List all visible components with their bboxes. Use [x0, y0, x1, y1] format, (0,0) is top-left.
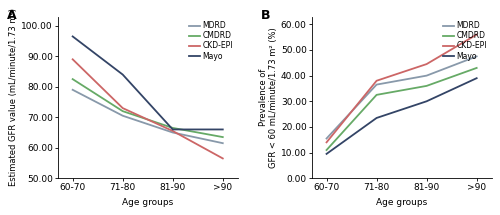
Mayo: [424, 100, 430, 103]
Line: CMDRD: CMDRD: [326, 68, 476, 150]
Legend: MDRD, CMDRD, CKD-EPI, Mayo: MDRD, CMDRD, CKD-EPI, Mayo: [188, 20, 234, 61]
Line: CKD-EPI: CKD-EPI: [72, 59, 223, 158]
Text: B: B: [261, 9, 270, 22]
X-axis label: Age groups: Age groups: [376, 198, 427, 207]
Line: MDRD: MDRD: [72, 90, 223, 143]
CKD-EPI: [220, 157, 226, 160]
CMDRD: [170, 127, 175, 129]
Mayo: [70, 35, 75, 38]
CKD-EPI: [324, 141, 330, 144]
X-axis label: Age groups: Age groups: [122, 198, 174, 207]
CMDRD: [374, 94, 380, 96]
CKD-EPI: [170, 130, 175, 132]
Y-axis label: Prevalence of
GFR < 60 mL/minute/1.73 m² (%): Prevalence of GFR < 60 mL/minute/1.73 m²…: [258, 27, 278, 168]
MDRD: [120, 114, 126, 117]
Line: CMDRD: CMDRD: [72, 79, 223, 137]
CMDRD: [70, 78, 75, 80]
Line: MDRD: MDRD: [326, 56, 476, 138]
CMDRD: [424, 84, 430, 87]
Legend: MDRD, CMDRD, CKD-EPI, Mayo: MDRD, CMDRD, CKD-EPI, Mayo: [442, 20, 488, 61]
CKD-EPI: [70, 58, 75, 61]
Mayo: [120, 73, 126, 76]
Mayo: [170, 128, 175, 131]
MDRD: [424, 74, 430, 77]
CKD-EPI: [374, 80, 380, 82]
Line: Mayo: Mayo: [72, 36, 223, 129]
Y-axis label: Estimated GFR value (mL/minute/1.73 m²): Estimated GFR value (mL/minute/1.73 m²): [10, 8, 18, 186]
CMDRD: [120, 110, 126, 112]
MDRD: [474, 55, 480, 58]
Mayo: [374, 117, 380, 119]
Mayo: [220, 128, 226, 131]
CMDRD: [324, 149, 330, 151]
Text: A: A: [7, 9, 17, 22]
Line: CKD-EPI: CKD-EPI: [326, 35, 476, 142]
CMDRD: [220, 136, 226, 138]
MDRD: [220, 142, 226, 144]
MDRD: [324, 137, 330, 140]
MDRD: [70, 89, 75, 91]
Line: Mayo: Mayo: [326, 78, 476, 154]
Mayo: [324, 153, 330, 155]
CMDRD: [474, 67, 480, 69]
CKD-EPI: [474, 33, 480, 36]
MDRD: [374, 83, 380, 86]
CKD-EPI: [120, 107, 126, 109]
Mayo: [474, 77, 480, 80]
MDRD: [170, 131, 175, 134]
CKD-EPI: [424, 63, 430, 65]
